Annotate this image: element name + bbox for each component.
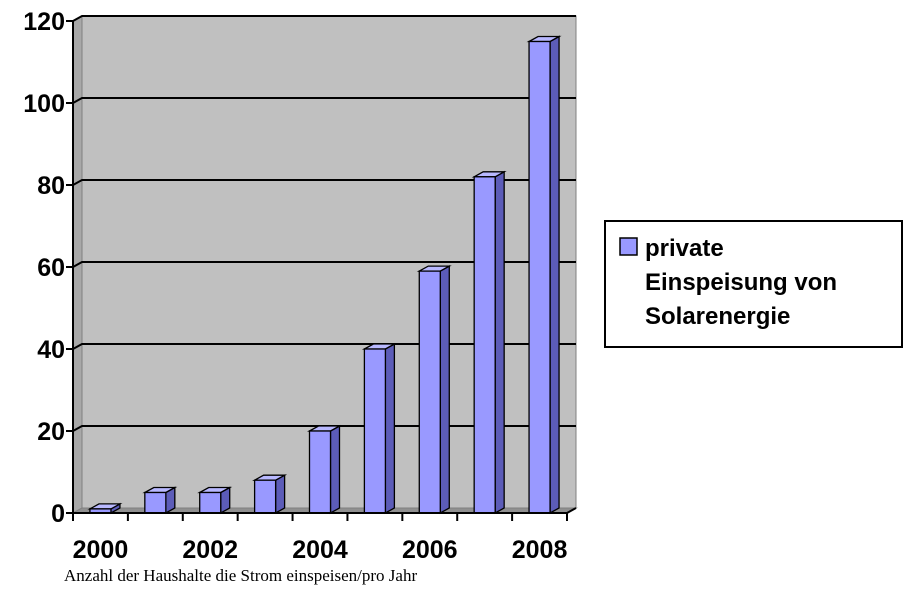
bar-side [549, 35, 560, 515]
bar-side [274, 474, 286, 515]
bar-side [439, 264, 450, 515]
bar [199, 491, 222, 514]
bar [418, 270, 441, 514]
y-tick-label: 0 [51, 500, 65, 528]
bars [87, 35, 562, 515]
y-tick-label: 120 [23, 8, 65, 36]
y-tick-label: 80 [37, 172, 65, 200]
axes: 0 20 40 60 80 100 120 2000 2002 2004 2006 2008 [23, 8, 577, 564]
bar [144, 491, 167, 514]
bar-side [494, 170, 505, 515]
x-tick-label: 2000 [73, 536, 129, 564]
gridline [72, 425, 576, 432]
bar [363, 348, 387, 514]
bar [253, 479, 277, 514]
y-tick-label: 60 [37, 254, 65, 282]
x-tick-label: 2006 [402, 536, 458, 564]
x-tick-label: 2008 [512, 536, 568, 564]
bar [528, 40, 551, 514]
bar-side [329, 424, 341, 515]
legend-box [604, 220, 903, 348]
gridline [72, 179, 576, 186]
bar [308, 430, 332, 514]
gridline [72, 343, 576, 350]
y-tick-label: 40 [37, 336, 65, 364]
bar [473, 176, 496, 514]
legend-label: Einspeisung von [645, 269, 837, 296]
gridline [72, 97, 576, 104]
gridline [72, 261, 576, 268]
x-tick-label: 2004 [292, 536, 348, 564]
legend: private Einspeisung von Solarenergie [604, 220, 903, 348]
legend-swatch [619, 237, 638, 256]
chart-caption: Anzahl der Haushalte die Strom einspeise… [64, 566, 418, 585]
x-tick-label: 2002 [182, 536, 238, 564]
legend-label: private [645, 235, 724, 262]
legend-label: Solarenergie [645, 303, 790, 330]
bar-side [384, 342, 396, 515]
gridlines [72, 15, 576, 432]
y-tick-label: 100 [23, 90, 65, 118]
y-tick-label: 20 [37, 418, 65, 446]
gridline [72, 15, 576, 22]
